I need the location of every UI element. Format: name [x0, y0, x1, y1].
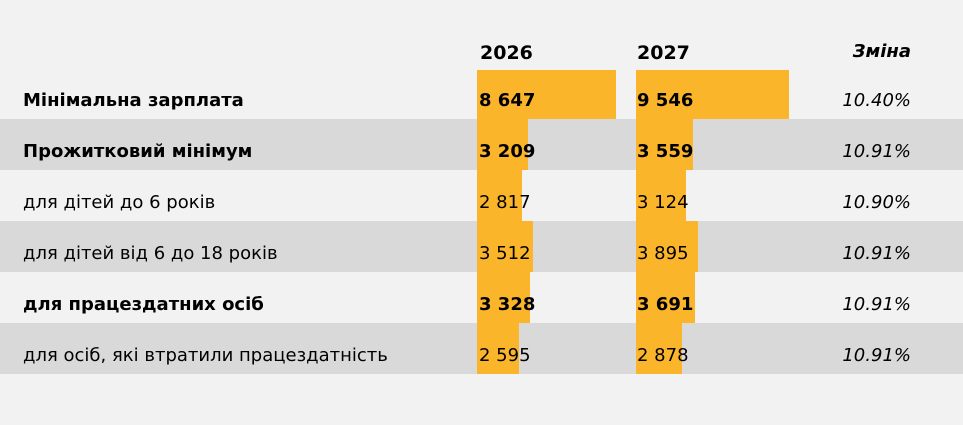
column-header-change: Зміна	[852, 41, 911, 62]
bar-2027	[636, 70, 789, 119]
change-value: 10.91%	[842, 345, 911, 366]
bar-2027	[636, 170, 686, 221]
bar-2027	[636, 272, 695, 323]
value-2027: 3 691	[637, 294, 694, 315]
change-value: 10.90%	[842, 192, 911, 213]
table-row: для дітей до 6 років 2 817 3 124 10.90%	[0, 170, 963, 221]
column-header-2027: 2027	[637, 42, 690, 64]
row-label: для дітей від 6 до 18 років	[23, 243, 278, 264]
table-row: для дітей від 6 до 18 років 3 512 3 895 10.…	[0, 221, 963, 272]
change-value: 10.40%	[842, 90, 911, 111]
value-2026: 3 512	[479, 243, 531, 264]
value-2027: 3 124	[637, 192, 689, 213]
data-table: Мінімальна зарплата 8 647 9 546 10.40% Прожи…	[0, 70, 963, 374]
change-value: 10.91%	[842, 141, 911, 162]
value-2026: 3 328	[479, 294, 536, 315]
bar-2026	[477, 70, 616, 119]
change-value: 10.91%	[842, 294, 911, 315]
bar-2027	[636, 323, 682, 374]
row-label: для працездатних осіб	[23, 294, 264, 315]
value-2026: 3 209	[479, 141, 536, 162]
table-row: для осіб, які втратили працездатність 2 5…	[0, 323, 963, 374]
row-label: для осіб, які втратили працездатність	[23, 345, 388, 366]
value-2026: 2 595	[479, 345, 531, 366]
table-header: 2026 2027 Зміна	[0, 40, 963, 66]
bar-2026	[477, 119, 528, 170]
bar-2026	[477, 323, 519, 374]
row-label: для дітей до 6 років	[23, 192, 216, 213]
value-2027: 9 546	[637, 90, 694, 111]
value-2027: 3 895	[637, 243, 689, 264]
bar-2026	[477, 170, 522, 221]
table-row: Прожитковий мінімум 3 209 3 559 10.91%	[0, 119, 963, 170]
value-2026: 2 817	[479, 192, 531, 213]
bar-2026	[477, 272, 530, 323]
value-2026: 8 647	[479, 90, 536, 111]
bar-2027	[636, 221, 698, 272]
value-2027: 3 559	[637, 141, 694, 162]
row-label: Мінімальна зарплата	[23, 90, 244, 111]
table-row: Мінімальна зарплата 8 647 9 546 10.40%	[0, 70, 963, 119]
row-label: Прожитковий мінімум	[23, 141, 253, 162]
bar-2027	[636, 119, 693, 170]
column-header-2026: 2026	[480, 42, 533, 64]
value-2027: 2 878	[637, 345, 689, 366]
bar-2026	[477, 221, 533, 272]
table-row: для працездатних осіб 3 328 3 691 10.91%	[0, 272, 963, 323]
change-value: 10.91%	[842, 243, 911, 264]
